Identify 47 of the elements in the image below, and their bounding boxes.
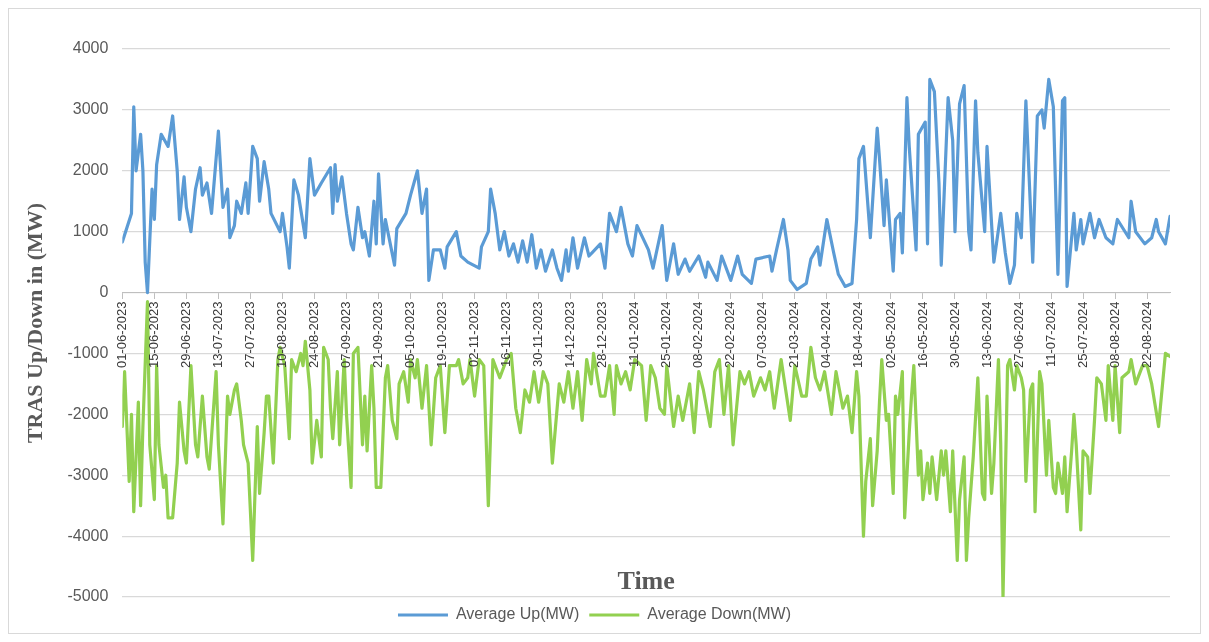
x-tick-label: 25-01-2024 bbox=[658, 301, 674, 369]
y-axis-title: TRAS Up/Down in (MW) bbox=[21, 202, 47, 444]
x-tick-label: 07-09-2023 bbox=[338, 301, 354, 369]
y-tick-label: -5000 bbox=[67, 587, 109, 605]
y-tick-label: 0 bbox=[99, 282, 109, 300]
x-tick-label: 27-06-2024 bbox=[1010, 301, 1026, 369]
y-tick-label: 3000 bbox=[72, 100, 109, 118]
y-tick-label: 2000 bbox=[72, 161, 109, 179]
x-tick-label: 13-07-2023 bbox=[209, 301, 225, 369]
x-tick-label: 19-10-2023 bbox=[434, 301, 450, 369]
x-tick-label: 25-07-2024 bbox=[1074, 301, 1090, 369]
x-tick-label: 05-10-2023 bbox=[402, 301, 418, 369]
x-tick-label: 11-01-2024 bbox=[626, 301, 642, 368]
x-tick-label: 07-03-2024 bbox=[754, 301, 770, 369]
x-tick-label: 16-11-2023 bbox=[498, 301, 514, 368]
x-tick-label: 14-12-2023 bbox=[562, 301, 578, 369]
x-tick-label: 22-02-2024 bbox=[722, 301, 738, 369]
legend-label: Average Up(MW) bbox=[455, 605, 580, 623]
x-tick-label: 02-05-2024 bbox=[882, 301, 898, 369]
x-tick-label: 28-12-2023 bbox=[594, 301, 610, 369]
x-tick-label: 08-02-2024 bbox=[690, 301, 706, 369]
x-tick-label: 10-08-2023 bbox=[274, 301, 290, 369]
y-tick-label: -1000 bbox=[67, 343, 109, 361]
x-tick-label: 30-11-2023 bbox=[530, 301, 546, 368]
y-tick-label: -2000 bbox=[67, 404, 109, 422]
x-tick-label: 21-03-2024 bbox=[786, 301, 802, 369]
x-tick-label: 08-08-2024 bbox=[1106, 301, 1122, 369]
x-tick-label: 02-11-2023 bbox=[466, 301, 482, 368]
x-tick-label: 27-07-2023 bbox=[242, 301, 257, 369]
x-tick-label: 21-09-2023 bbox=[370, 301, 386, 369]
x-tick-label: 16-05-2024 bbox=[914, 301, 930, 369]
x-axis-title: Time bbox=[617, 565, 675, 595]
x-tick-label: 30-05-2024 bbox=[946, 301, 962, 369]
x-tick-label: 18-04-2024 bbox=[850, 301, 866, 369]
x-tick-label: 11-07-2024 bbox=[1042, 301, 1058, 368]
y-tick-label: 1000 bbox=[72, 222, 109, 240]
y-tick-label: -4000 bbox=[67, 526, 109, 544]
x-tick-label: 29-06-2023 bbox=[177, 301, 193, 369]
x-tick-label: 04-04-2024 bbox=[818, 301, 834, 369]
x-tick-label: 13-06-2024 bbox=[978, 301, 994, 369]
legend-label: Average Down(MW) bbox=[647, 605, 792, 623]
x-tick-label: 01-06-2023 bbox=[113, 301, 129, 369]
y-tick-label: 4000 bbox=[72, 39, 109, 57]
x-tick-label: 24-08-2023 bbox=[306, 301, 322, 369]
x-tick-label: 15-06-2023 bbox=[145, 301, 161, 369]
x-tick-label: 22-08-2024 bbox=[1138, 301, 1154, 369]
y-tick-label: -3000 bbox=[67, 465, 109, 483]
